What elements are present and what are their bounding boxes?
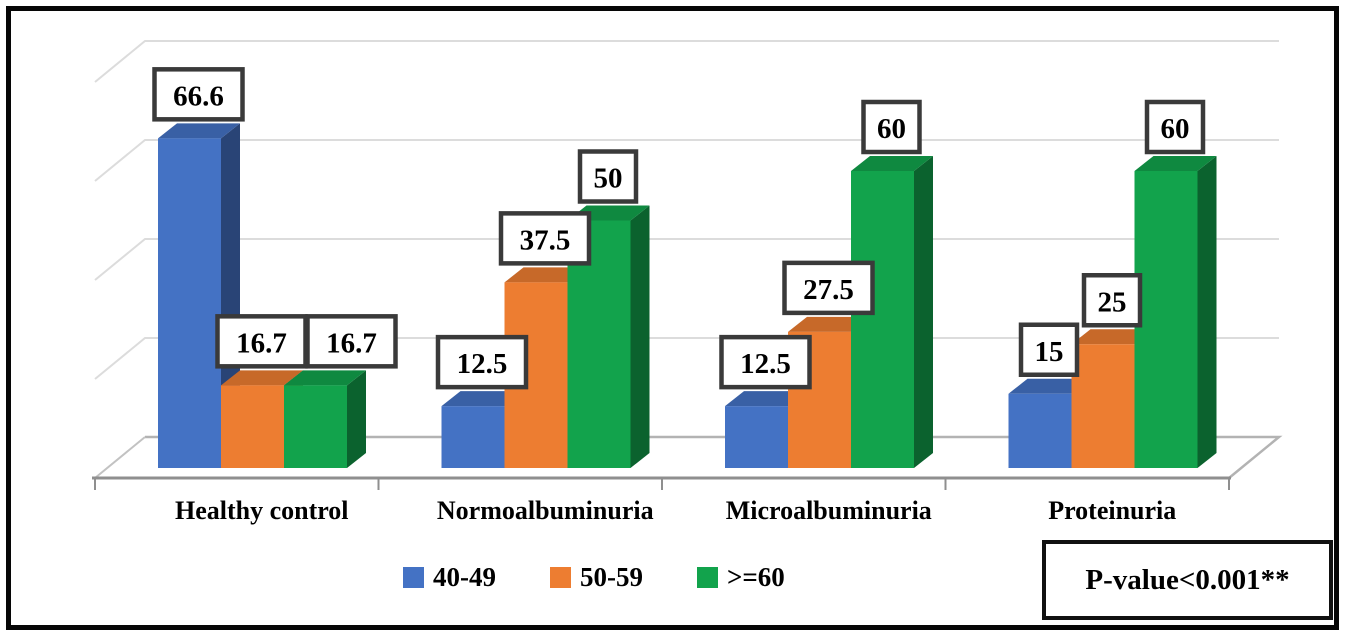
data-label-text: 12.5	[740, 348, 791, 380]
bar	[1008, 393, 1072, 468]
data-label-text: 50	[594, 163, 623, 195]
legend-label: >=60	[727, 562, 785, 592]
data-label-text: 66.6	[173, 80, 224, 112]
data-label-box	[435, 334, 529, 390]
floor-left-edge	[94, 436, 146, 479]
bar-top-face	[1008, 378, 1091, 394]
bar	[725, 406, 788, 468]
legend-swatch	[403, 567, 424, 588]
legend-swatch	[550, 567, 571, 588]
p-value-text: P-value<0.001**	[1085, 563, 1290, 596]
data-label-text: 25	[1098, 286, 1127, 318]
data-label-box	[782, 260, 875, 316]
bar-top-face	[1134, 156, 1217, 171]
data-label-box	[719, 334, 812, 390]
data-label-text: 12.5	[457, 348, 508, 380]
bar	[851, 171, 914, 468]
bar-top-face	[788, 316, 870, 332]
bar	[158, 138, 221, 468]
bar-top-face	[1071, 329, 1154, 345]
data-label-text: 16.7	[326, 327, 377, 359]
bar-top-face	[158, 123, 240, 139]
gridline	[94, 139, 1279, 182]
bar-side-face	[1197, 156, 1217, 468]
bar	[221, 385, 284, 468]
data-label-box	[305, 314, 398, 369]
legend-swatch	[697, 567, 718, 588]
data-label-box	[1081, 273, 1143, 328]
legend-item: >=60	[697, 562, 785, 592]
bar	[441, 406, 505, 468]
data-label-box	[1144, 99, 1206, 155]
data-label-text: 16.7	[236, 327, 287, 359]
data-label-text: 37.5	[520, 224, 571, 256]
data-label-box	[152, 67, 245, 122]
data-label-text: 15	[1035, 336, 1064, 368]
bar-top-face	[284, 370, 366, 386]
bar-top-face	[441, 391, 524, 407]
data-label-box	[215, 314, 308, 369]
legend-label: 40-49	[433, 562, 496, 592]
legend-item: 50-59	[550, 562, 643, 592]
p-value-box: P-value<0.001**	[1042, 540, 1333, 620]
data-label-box	[861, 99, 922, 155]
bar	[1071, 344, 1135, 468]
data-label-text: 27.5	[803, 274, 854, 306]
bar-side-face	[630, 205, 650, 468]
bar-side-face	[914, 156, 933, 468]
data-label-text: 60	[877, 113, 906, 145]
bar-top-face	[504, 267, 587, 283]
legend: 40-49 50-59 >=60	[403, 562, 785, 592]
bar	[1134, 171, 1198, 468]
data-label-box	[1018, 322, 1080, 377]
data-label-box	[577, 149, 639, 204]
data-label-box	[498, 211, 592, 266]
bar-side-face	[347, 370, 366, 468]
data-label-text: 60	[1161, 113, 1190, 145]
bar-top-face	[851, 156, 933, 171]
bar	[284, 385, 347, 468]
bar-top-face	[725, 391, 807, 407]
legend-label: 50-59	[580, 562, 643, 592]
legend-item: 40-49	[403, 562, 496, 592]
bar-top-face	[221, 370, 303, 386]
gridline	[94, 40, 1279, 83]
